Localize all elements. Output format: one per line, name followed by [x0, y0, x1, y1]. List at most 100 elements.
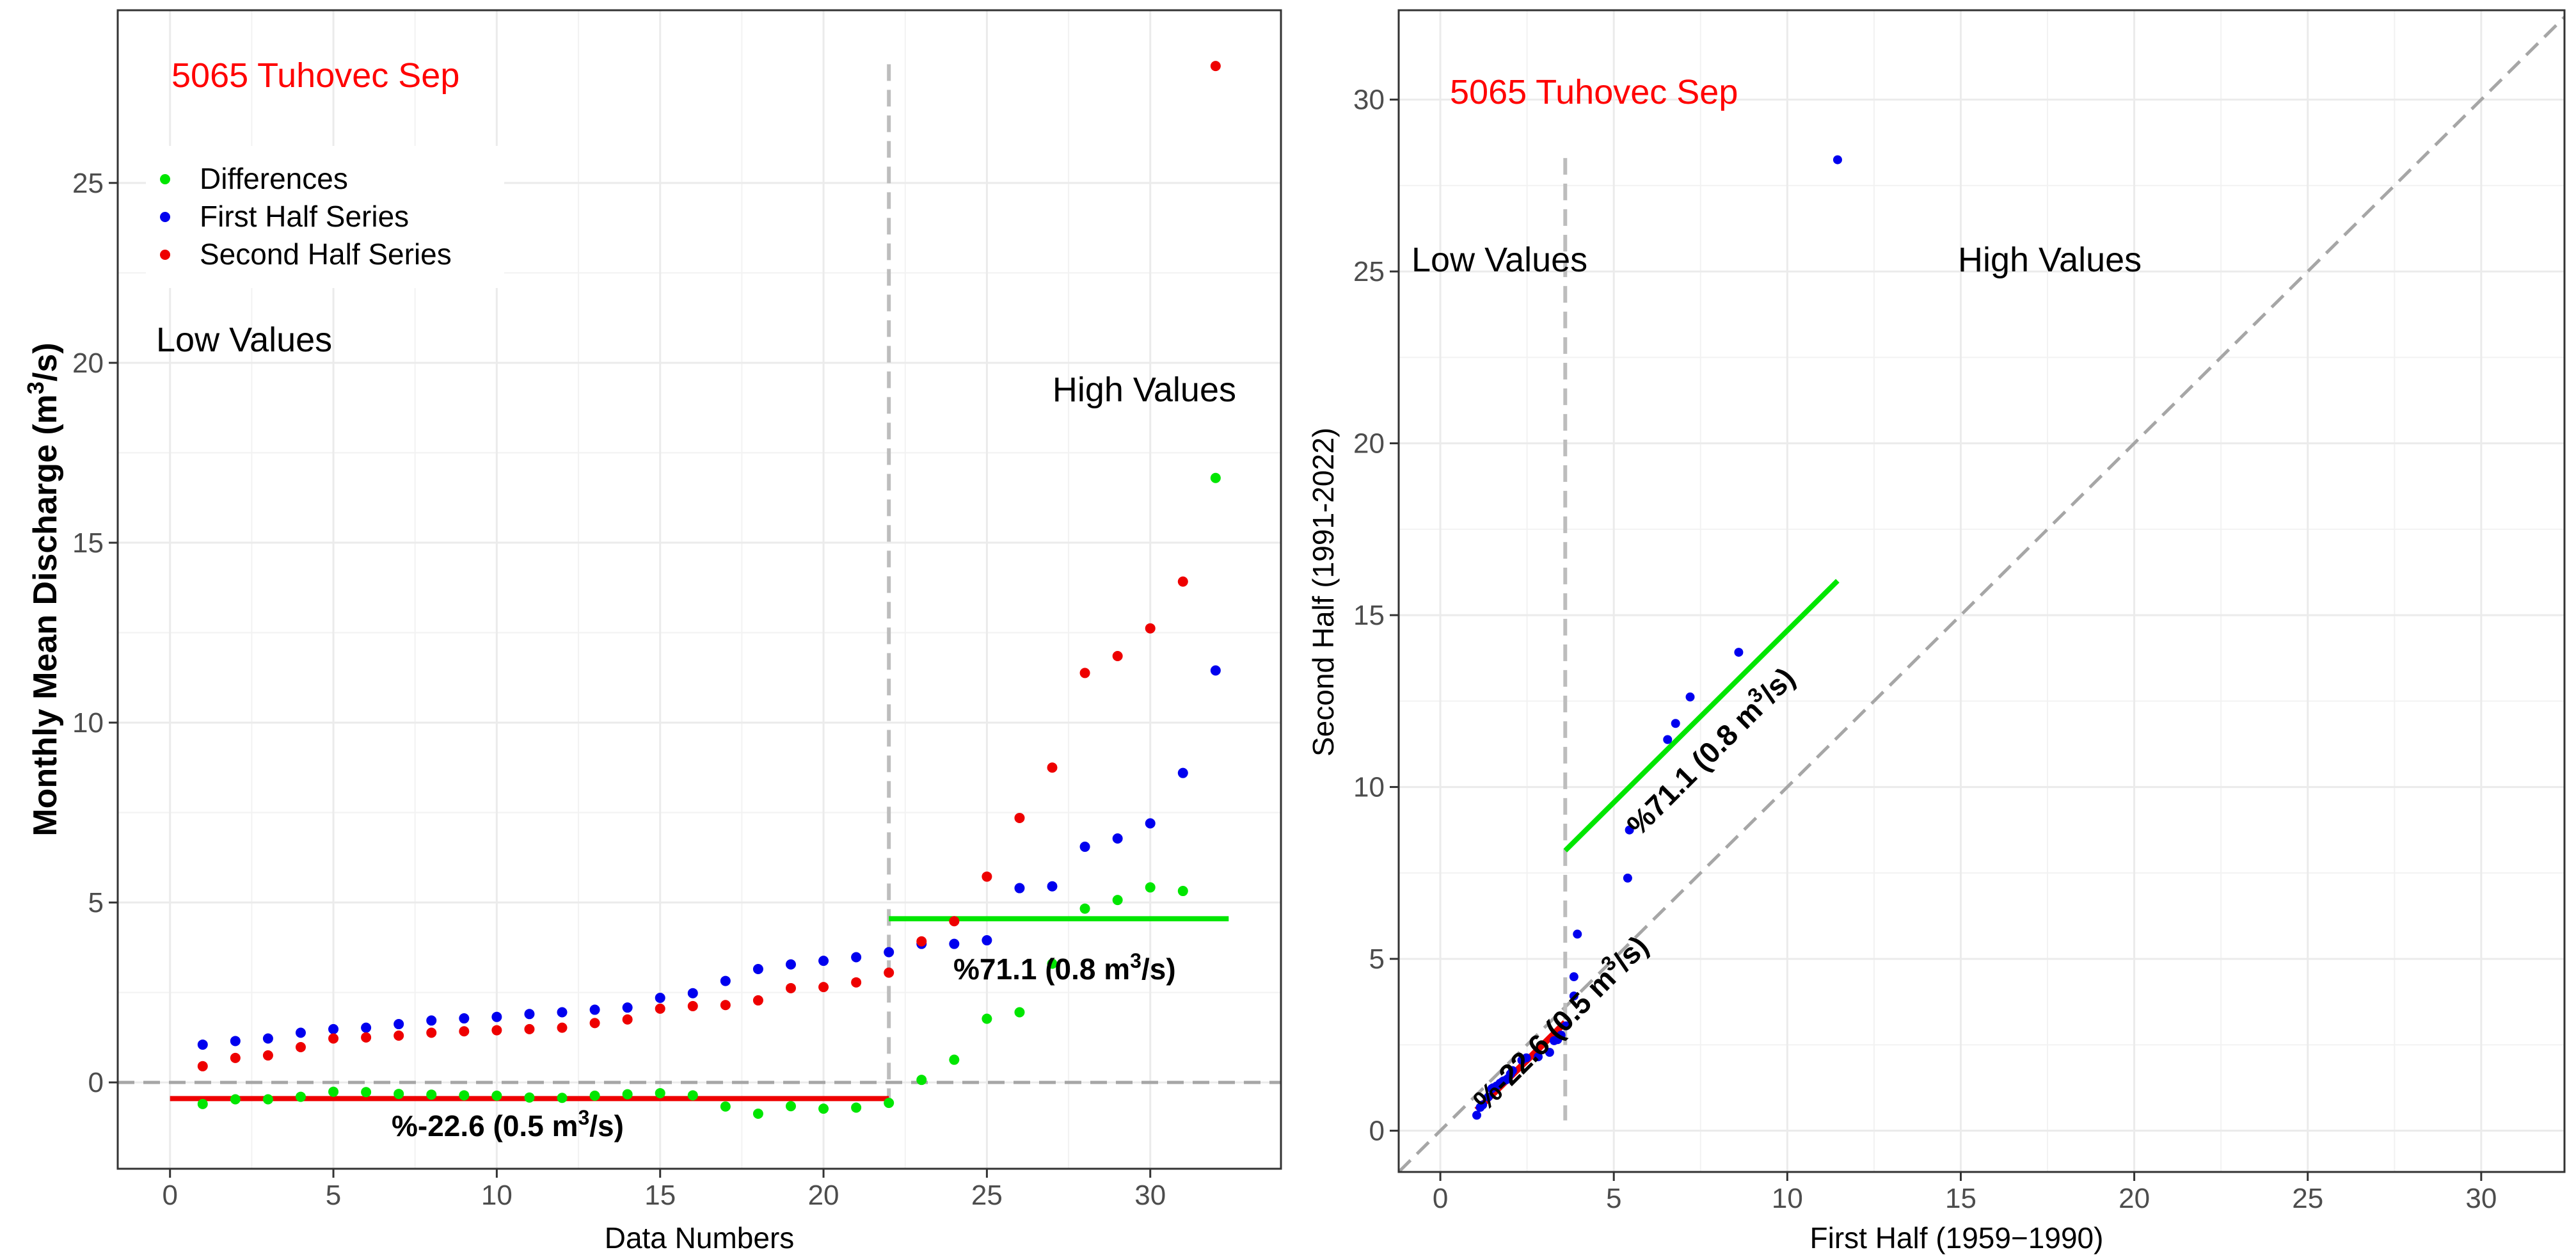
legend-label-second-half: Second Half Series [200, 237, 452, 271]
left-high-line-label: %71.1 (0.8 m3/s) [953, 949, 1176, 986]
left-x-tick-label: 30 [1134, 1180, 1166, 1211]
right-point [1561, 1021, 1571, 1030]
left-point-difference [262, 1094, 273, 1105]
left-x-tick-label: 25 [971, 1180, 1003, 1211]
left-point-second-half [459, 1026, 470, 1037]
left-point-first-half [687, 988, 698, 998]
right-x-tick-label: 15 [1945, 1183, 1976, 1214]
left-point-second-half [982, 871, 992, 882]
left-point-difference [884, 1098, 894, 1109]
right-x-tick-label: 5 [1606, 1183, 1621, 1214]
legend-label-differences: Differences [200, 162, 348, 195]
left-point-second-half [557, 1022, 568, 1033]
left-y-tick-label: 25 [72, 168, 104, 199]
right-panel: 0 5 10 15 20 25 30 0 5 10 15 20 25 30 5065 Tuhovec Se… [1307, 9, 2566, 1255]
left-point-first-half [197, 1039, 208, 1050]
left-data-points [197, 61, 1221, 1119]
left-point-first-half [1145, 818, 1156, 829]
left-point-second-half [1112, 650, 1123, 661]
left-point-second-half [426, 1027, 437, 1038]
left-point-second-half [655, 1003, 665, 1014]
left-point-difference [1079, 903, 1090, 914]
left-point-second-half [1047, 762, 1058, 773]
left-point-first-half [1177, 767, 1188, 778]
left-point-difference [328, 1086, 339, 1097]
left-point-difference [1145, 882, 1156, 893]
right-point [1685, 692, 1695, 702]
right-point [1472, 1111, 1482, 1120]
right-gridlines [1399, 10, 2564, 1172]
left-point-difference [394, 1089, 404, 1100]
left-plot-border [116, 9, 1282, 1170]
right-x-axis-title: First Half (1959−1990) [1810, 1221, 2104, 1255]
left-y-tick-label: 10 [72, 707, 104, 739]
right-point [1522, 1053, 1531, 1063]
right-point [1671, 719, 1680, 728]
right-chart-title: 5065 Tuhovec Sep [1450, 73, 1738, 111]
right-y-tick-label: 15 [1353, 600, 1385, 631]
left-point-first-half [720, 975, 731, 986]
legend-key-second-half [160, 250, 170, 260]
left-point-difference [949, 1054, 960, 1065]
left-point-difference [622, 1089, 633, 1100]
right-point [1478, 1100, 1488, 1110]
left-point-first-half [818, 956, 829, 966]
left-point-first-half [459, 1013, 470, 1024]
left-point-second-half [361, 1032, 372, 1043]
left-point-difference [982, 1013, 992, 1024]
legend: Differences First Half Series Second Hal… [146, 146, 504, 288]
left-point-first-half [1047, 881, 1058, 892]
right-point [1833, 155, 1842, 164]
right-point [1663, 735, 1673, 744]
right-plot-background [1399, 10, 2564, 1172]
right-plot-border [1397, 9, 2566, 1173]
right-y-tick-label: 20 [1353, 428, 1385, 460]
left-x-tick-label: 10 [481, 1180, 513, 1211]
left-point-difference [459, 1090, 470, 1101]
left-y-axis-title: Monthly Mean Discharge (m3/s) [22, 342, 64, 836]
left-point-first-half [1210, 665, 1221, 676]
left-point-second-half [622, 1014, 633, 1025]
left-point-second-half [752, 995, 763, 1006]
left-point-difference [1177, 886, 1188, 897]
left-point-second-half [884, 967, 894, 978]
right-x-tick-label: 10 [1772, 1183, 1803, 1214]
left-point-second-half [524, 1023, 535, 1034]
left-point-second-half [818, 982, 829, 993]
left-point-difference [687, 1090, 698, 1101]
right-x-tick-label: 0 [1433, 1183, 1448, 1214]
left-point-second-half [1079, 668, 1090, 678]
left-point-difference [785, 1101, 796, 1112]
legend-label-first-half: First Half Series [200, 200, 409, 233]
right-point [1625, 825, 1634, 835]
left-point-second-half [589, 1018, 600, 1029]
right-y-tick-label: 0 [1369, 1116, 1385, 1147]
left-point-difference [1047, 958, 1058, 969]
left-point-first-half [655, 992, 665, 1003]
left-point-second-half [197, 1061, 208, 1071]
right-diagonal-reference-line [1397, 15, 2566, 1173]
left-point-first-half [785, 959, 796, 970]
left-x-tick-label: 0 [162, 1180, 177, 1211]
left-point-difference [491, 1090, 502, 1101]
left-point-second-half [328, 1033, 339, 1044]
left-point-first-half [262, 1033, 273, 1044]
right-point [1623, 873, 1632, 883]
right-point [1533, 1052, 1543, 1062]
right-point [1545, 1048, 1554, 1057]
left-point-difference [752, 1108, 763, 1119]
left-point-first-half [394, 1019, 404, 1030]
right-point [1734, 648, 1744, 657]
left-point-first-half [328, 1023, 339, 1034]
left-point-first-half [851, 952, 862, 963]
left-point-difference [197, 1098, 208, 1109]
right-y-tick-label: 25 [1353, 256, 1385, 287]
legend-background [146, 146, 504, 288]
right-x-tick-label: 25 [2292, 1183, 2323, 1214]
left-point-second-half [949, 916, 960, 927]
left-y-tick-label: 5 [88, 887, 104, 918]
left-point-second-half [295, 1042, 306, 1053]
right-data-points [1472, 155, 1842, 1120]
left-point-first-half [361, 1022, 372, 1033]
